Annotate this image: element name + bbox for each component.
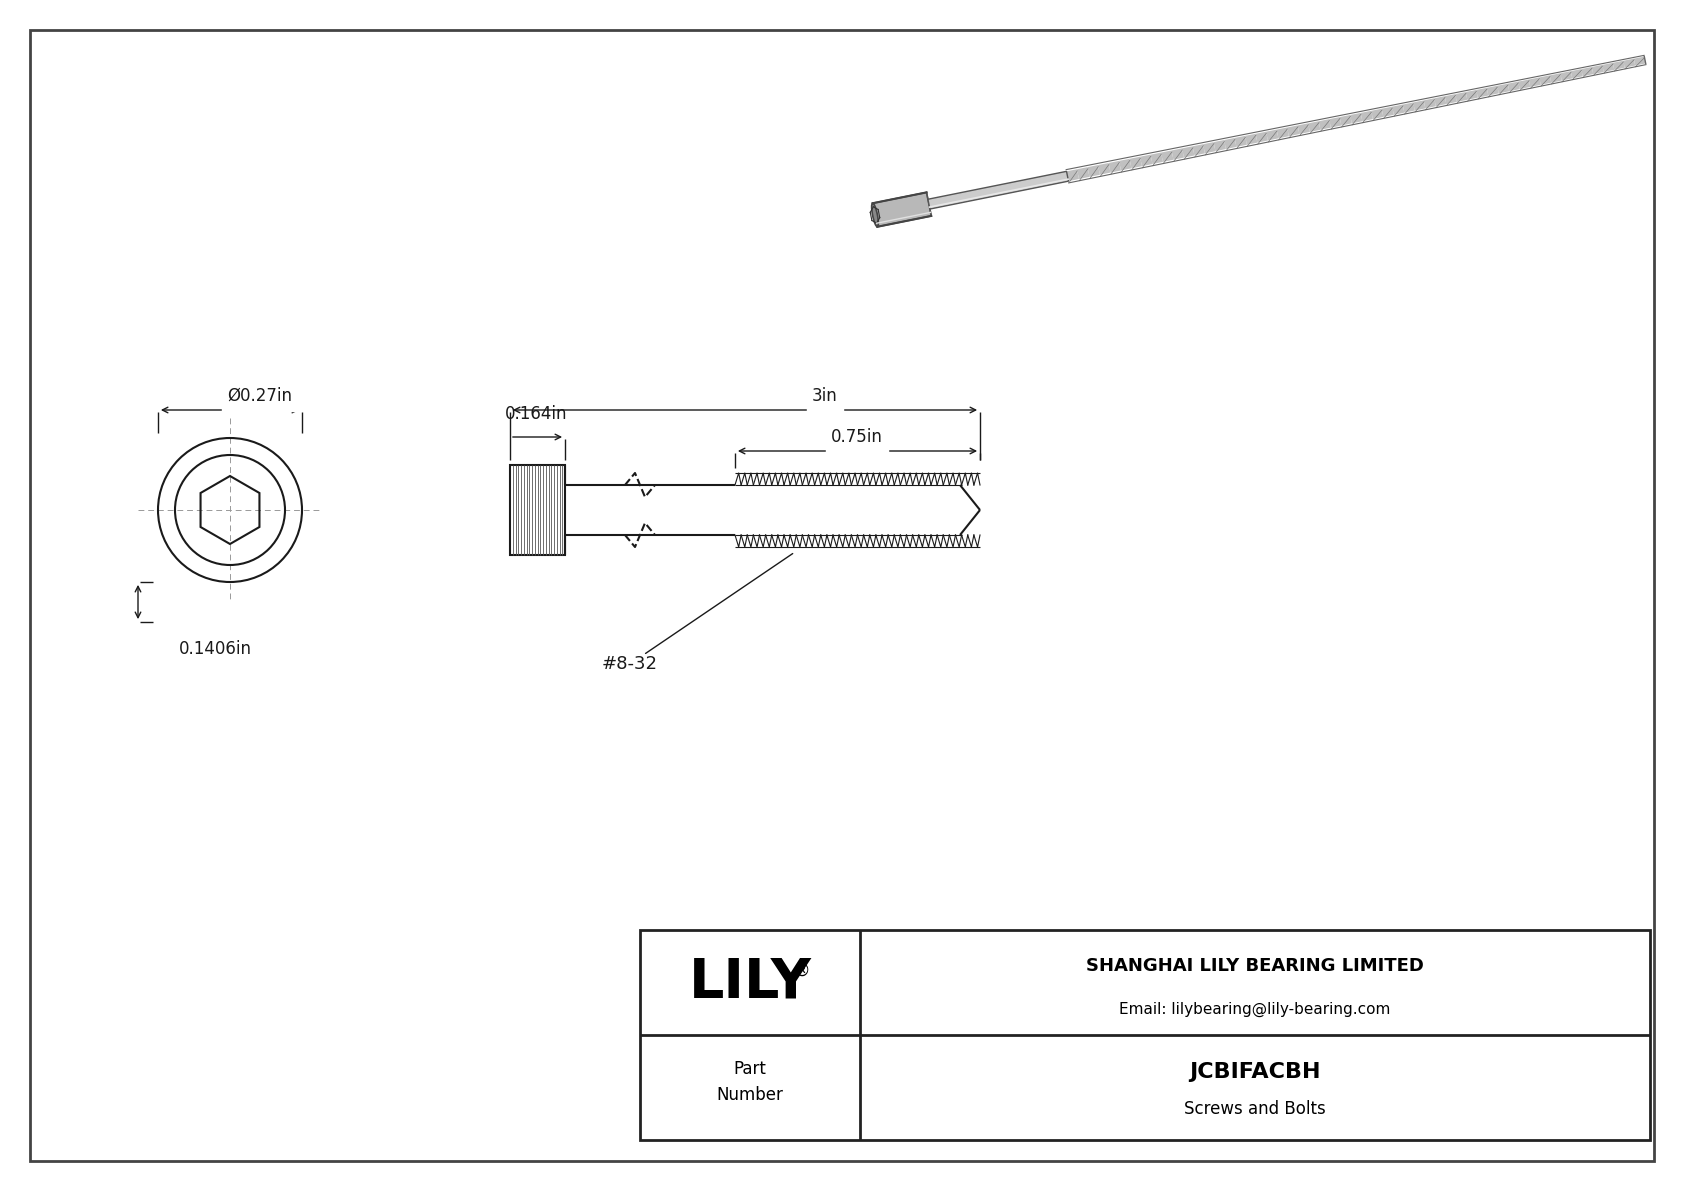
Polygon shape	[1150, 152, 1164, 164]
Polygon shape	[1601, 63, 1615, 71]
Polygon shape	[1130, 157, 1142, 168]
Polygon shape	[1477, 88, 1489, 98]
Polygon shape	[1192, 144, 1206, 156]
Polygon shape	[1244, 133, 1258, 145]
Polygon shape	[1361, 111, 1372, 121]
Polygon shape	[1497, 83, 1509, 93]
Polygon shape	[1214, 141, 1226, 151]
Polygon shape	[1423, 99, 1436, 108]
Polygon shape	[1120, 158, 1132, 170]
Polygon shape	[1381, 107, 1394, 117]
Polygon shape	[1445, 94, 1457, 104]
Text: JCBIFACBH: JCBIFACBH	[1189, 1061, 1320, 1081]
Polygon shape	[1298, 124, 1310, 135]
Text: Screws and Bolts: Screws and Bolts	[1184, 1099, 1325, 1117]
Text: ®: ®	[793, 961, 810, 979]
Polygon shape	[1613, 61, 1625, 70]
Polygon shape	[1172, 149, 1184, 160]
Bar	[640, 930, 1650, 1140]
Polygon shape	[1066, 169, 1079, 181]
Polygon shape	[1633, 56, 1645, 66]
Polygon shape	[1329, 117, 1342, 127]
Polygon shape	[1078, 167, 1090, 179]
Polygon shape	[1539, 75, 1551, 85]
Polygon shape	[1487, 86, 1499, 95]
Polygon shape	[1234, 136, 1246, 146]
Polygon shape	[1591, 66, 1603, 74]
Polygon shape	[1266, 130, 1278, 141]
Polygon shape	[1581, 67, 1593, 76]
Polygon shape	[1088, 166, 1100, 177]
Bar	[510, 464, 566, 555]
Polygon shape	[1319, 119, 1330, 130]
Polygon shape	[1465, 91, 1479, 100]
Text: Part
Number: Part Number	[717, 1060, 783, 1104]
Polygon shape	[1519, 80, 1531, 89]
Polygon shape	[1202, 142, 1216, 154]
Ellipse shape	[872, 204, 879, 226]
Polygon shape	[1140, 155, 1152, 167]
Polygon shape	[1529, 77, 1541, 87]
Text: 0.1406in: 0.1406in	[179, 640, 251, 657]
Text: Ø0.27in: Ø0.27in	[227, 387, 293, 405]
Polygon shape	[928, 172, 1068, 210]
Polygon shape	[1413, 100, 1425, 111]
Polygon shape	[1224, 138, 1236, 149]
Polygon shape	[1507, 82, 1519, 92]
Text: #8-32: #8-32	[601, 554, 793, 673]
Polygon shape	[1340, 116, 1352, 125]
Polygon shape	[872, 193, 931, 226]
Polygon shape	[1403, 102, 1415, 113]
Polygon shape	[1108, 161, 1122, 173]
Polygon shape	[1351, 113, 1362, 124]
Polygon shape	[1287, 125, 1300, 136]
Polygon shape	[1160, 150, 1174, 162]
Polygon shape	[1308, 121, 1320, 132]
Text: Email: lilybearing@lily-bearing.com: Email: lilybearing@lily-bearing.com	[1120, 1002, 1391, 1017]
Polygon shape	[1435, 96, 1447, 106]
Polygon shape	[1571, 69, 1583, 79]
Polygon shape	[1393, 105, 1404, 114]
Polygon shape	[1561, 71, 1573, 81]
Text: 3in: 3in	[812, 387, 839, 405]
Polygon shape	[1182, 146, 1194, 157]
Text: 0.164in: 0.164in	[505, 405, 568, 423]
Polygon shape	[1276, 127, 1288, 138]
Polygon shape	[1549, 74, 1561, 82]
Polygon shape	[1371, 108, 1383, 119]
Text: SHANGHAI LILY BEARING LIMITED: SHANGHAI LILY BEARING LIMITED	[1086, 956, 1425, 974]
Text: LILY: LILY	[689, 955, 812, 1010]
Polygon shape	[1256, 132, 1268, 143]
Text: 0.75in: 0.75in	[832, 428, 882, 445]
Polygon shape	[1623, 58, 1635, 68]
Polygon shape	[1455, 92, 1467, 102]
Polygon shape	[1098, 163, 1110, 175]
